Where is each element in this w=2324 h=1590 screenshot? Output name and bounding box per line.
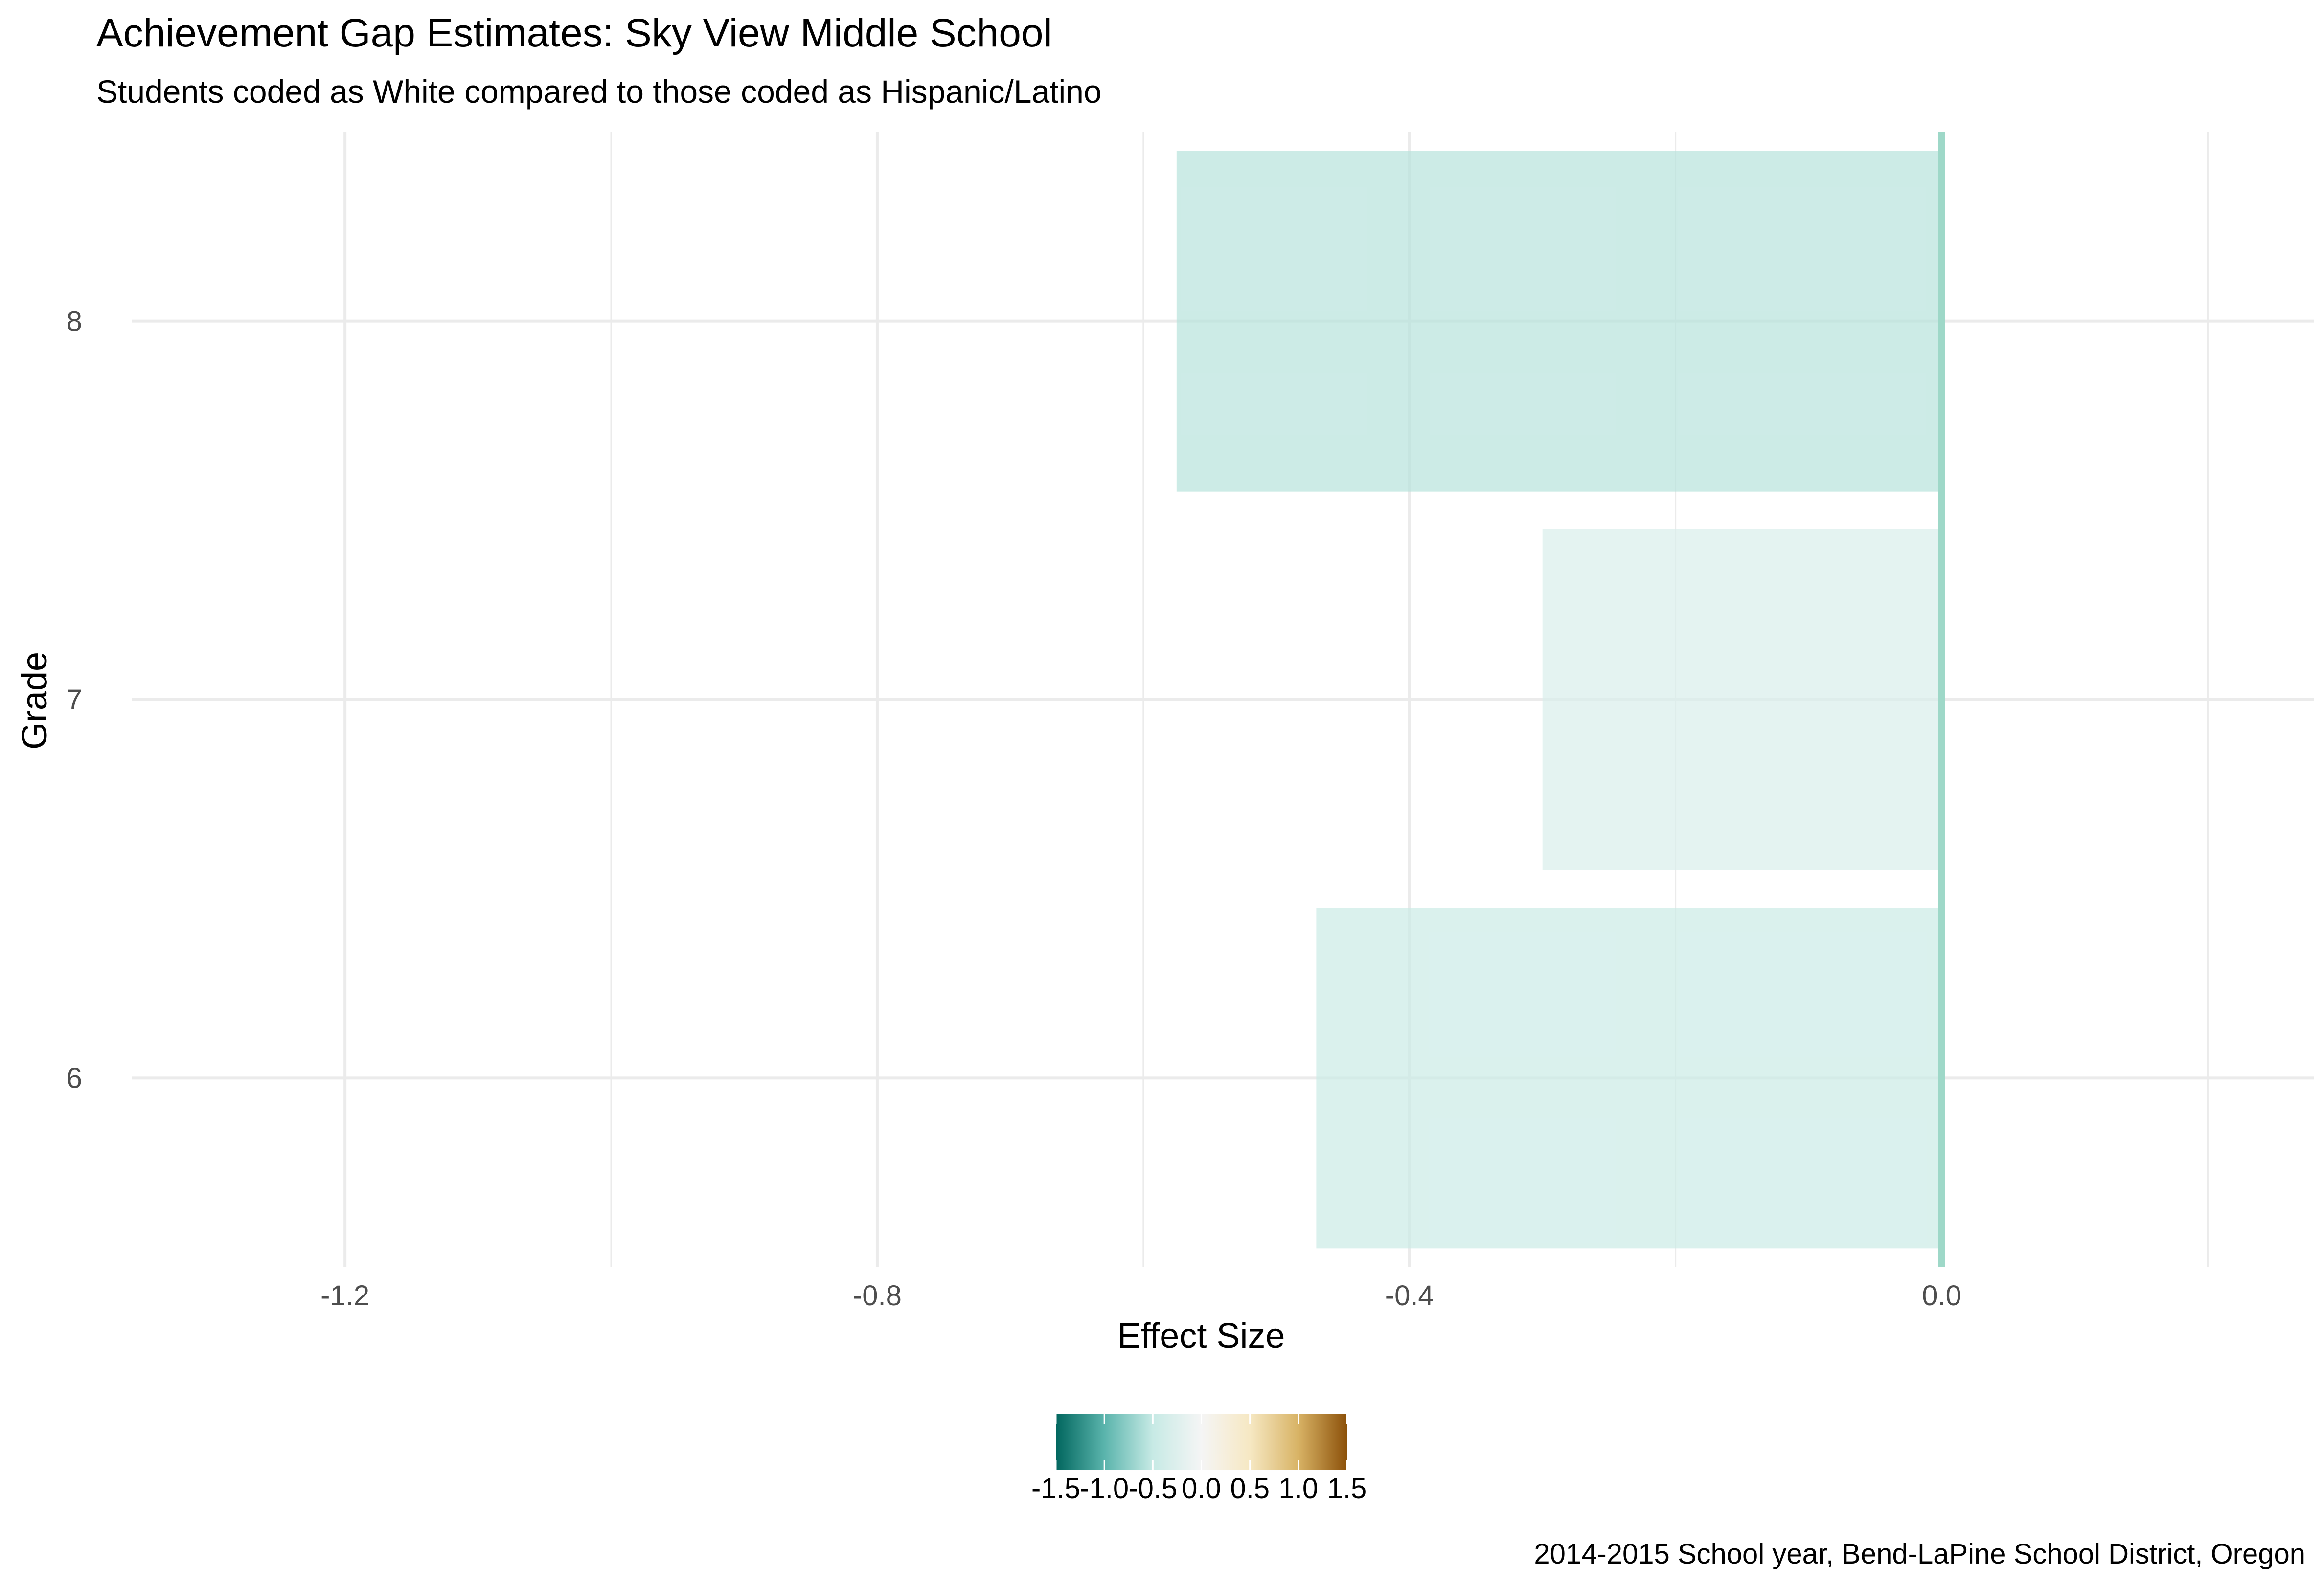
x-tick-label: -0.8 (853, 1280, 902, 1312)
x-tick-label: -0.4 (1385, 1280, 1434, 1312)
y-tick-label: 7 (67, 684, 82, 716)
x-tick-label: 0.0 (1922, 1280, 1961, 1312)
x-tick-label: -1.2 (320, 1280, 369, 1312)
legend-tick-label: 0.5 (1230, 1473, 1270, 1504)
legend-tick-label: 1.5 (1327, 1473, 1367, 1504)
chart-subtitle: Students coded as White compared to thos… (96, 73, 1102, 110)
legend-tick-label: 0.0 (1182, 1473, 1221, 1504)
y-axis-label: Grade (15, 652, 54, 750)
y-tick-label: 8 (67, 306, 82, 338)
y-tick-labels: 6 7 8 (67, 306, 82, 1094)
bar-grade-8 (1176, 151, 1942, 492)
bar-grade-7 (1542, 529, 1942, 870)
bars (1176, 151, 1942, 1249)
x-axis-label: Effect Size (1117, 1317, 1285, 1356)
legend-tick-label: -1.0 (1080, 1473, 1129, 1504)
y-tick-label: 6 (67, 1062, 82, 1094)
legend-tick-label: 1.0 (1279, 1473, 1319, 1504)
x-tick-labels: -1.2 -0.8 -0.4 0.0 (320, 1280, 1961, 1312)
legend-tick-label: -1.5 (1031, 1473, 1080, 1504)
chart-title: Achievement Gap Estimates: Sky View Midd… (96, 11, 1052, 55)
color-legend: -1.5 -1.0 -0.5 0.0 0.5 1.0 1.5 (1031, 1414, 1367, 1504)
legend-tick-label: -0.5 (1128, 1473, 1177, 1504)
bar-grade-6 (1316, 908, 1942, 1249)
chart-caption: 2014-2015 School year, Bend-LaPine Schoo… (1534, 1538, 2305, 1570)
